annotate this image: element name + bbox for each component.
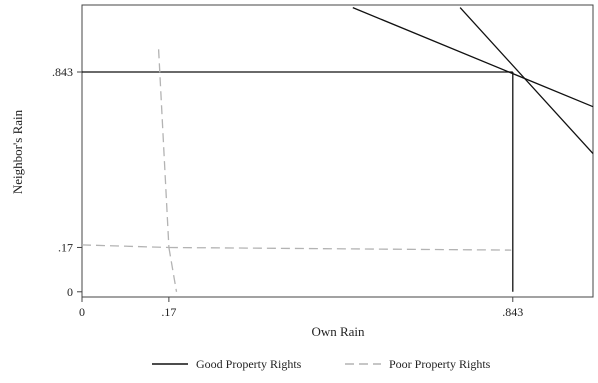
legend-label: Poor Property Rights bbox=[389, 357, 491, 371]
legend: Good Property Rights Poor Property Rights bbox=[152, 357, 491, 371]
series-good-property-rights bbox=[82, 6, 594, 292]
series-line-segment bbox=[168, 246, 512, 251]
legend-label: Good Property Rights bbox=[196, 357, 302, 371]
x-tick-label: .843 bbox=[502, 305, 523, 319]
series-line-segment bbox=[168, 247, 178, 292]
series-line-segment bbox=[459, 7, 594, 155]
y-tick-label: 0 bbox=[67, 285, 73, 299]
series-line-segment bbox=[352, 6, 594, 108]
x-tick-label: .17 bbox=[161, 305, 176, 319]
y-tick-label: .17 bbox=[58, 240, 73, 254]
y-tick-label: .843 bbox=[52, 65, 73, 79]
x-axis-title: Own Rain bbox=[311, 324, 365, 339]
plot-area-frame bbox=[81, 4, 594, 298]
series-line-segment bbox=[81, 244, 169, 249]
y-axis-title: Neighbor's Rain bbox=[10, 109, 25, 194]
x-tick-label: 0 bbox=[79, 305, 85, 319]
axis-layer: 0 .17 .843 0 .17 .843 bbox=[52, 65, 523, 319]
series-poor-property-rights bbox=[81, 49, 512, 292]
series-line-segment bbox=[157, 49, 170, 248]
data-layer bbox=[81, 6, 594, 292]
